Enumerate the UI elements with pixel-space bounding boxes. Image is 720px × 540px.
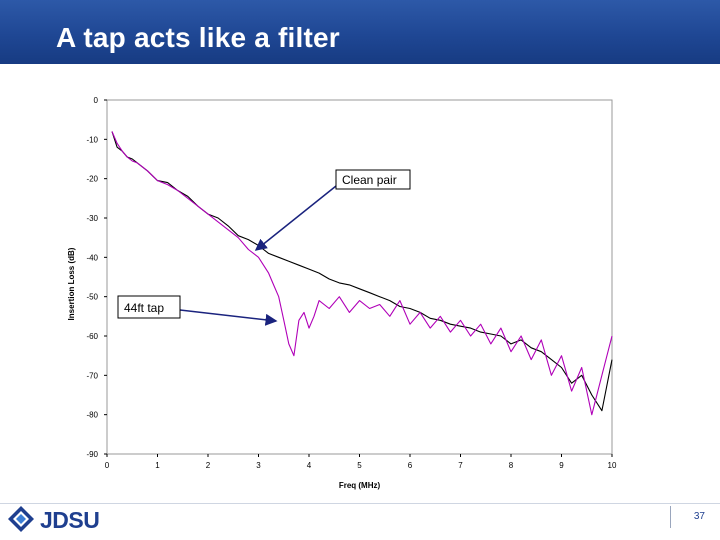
x-tick-label: 7	[458, 461, 463, 470]
x-axis-title: Freq (MHz)	[339, 481, 381, 490]
y-tick-label: -50	[86, 293, 98, 302]
x-tick-label: 6	[408, 461, 413, 470]
y-tick-label: -80	[86, 411, 98, 420]
tap-label-box	[117, 295, 181, 319]
x-tick-label: 3	[256, 461, 261, 470]
series-layer	[111, 131, 613, 416]
x-axis: 0 1 2 3 4 5 6 7 8 9 10	[105, 454, 617, 470]
y-tick-label: -90	[86, 450, 98, 459]
x-tick-label: 9	[559, 461, 564, 470]
page-number: 37	[670, 506, 705, 528]
title-bar: A tap acts like a filter	[0, 0, 720, 64]
clean-pair-arrow	[254, 185, 337, 251]
x-tick-label: 0	[105, 461, 110, 470]
tap-series-line	[111, 131, 613, 416]
x-tick-label: 1	[155, 461, 160, 470]
clean-pair-label: Clean pair	[342, 173, 397, 187]
jdsu-logo-icon	[8, 506, 34, 532]
clean-pair-label-box	[335, 169, 411, 190]
jdsu-logo: JDSU	[6, 504, 106, 536]
y-tick-label: -60	[86, 332, 98, 341]
logo-text: JDSU	[40, 507, 100, 533]
y-tick-label: -20	[86, 175, 98, 184]
y-tick-label: -40	[86, 253, 98, 262]
x-tick-label: 8	[509, 461, 514, 470]
y-axis: 0 -10 -20 -30 -40 -50 -60 -70 -80 -90	[86, 96, 107, 459]
x-tick-label: 2	[206, 461, 211, 470]
tap-label: 44ft tap	[124, 301, 164, 315]
y-tick-label: -30	[86, 214, 98, 223]
clean-pair-callout: Clean pair	[254, 169, 411, 251]
x-tick-label: 5	[357, 461, 362, 470]
slide-title: A tap acts like a filter	[56, 22, 340, 53]
x-tick-label: 10	[608, 461, 617, 470]
x-tick-label: 4	[307, 461, 312, 470]
tap-arrow	[179, 309, 278, 326]
tap-callout: 44ft tap	[117, 295, 278, 326]
plot-area-frame	[106, 99, 613, 455]
chart-container: 0 -10 -20 -30 -40 -50 -60 -70 -80 -90 0 1 2 3 4 5 6 7 8 9 1…	[0, 64, 720, 504]
y-tick-label: -70	[86, 371, 98, 380]
y-axis-title: Insertion Loss (dB)	[67, 247, 76, 320]
insertion-loss-chart: 0 -10 -20 -30 -40 -50 -60 -70 -80 -90 0 1 2 3 4 5 6 7 8 9 1…	[67, 96, 617, 490]
y-tick-label: -10	[86, 135, 98, 144]
y-tick-label: 0	[94, 96, 99, 105]
footer-divider	[0, 503, 720, 504]
